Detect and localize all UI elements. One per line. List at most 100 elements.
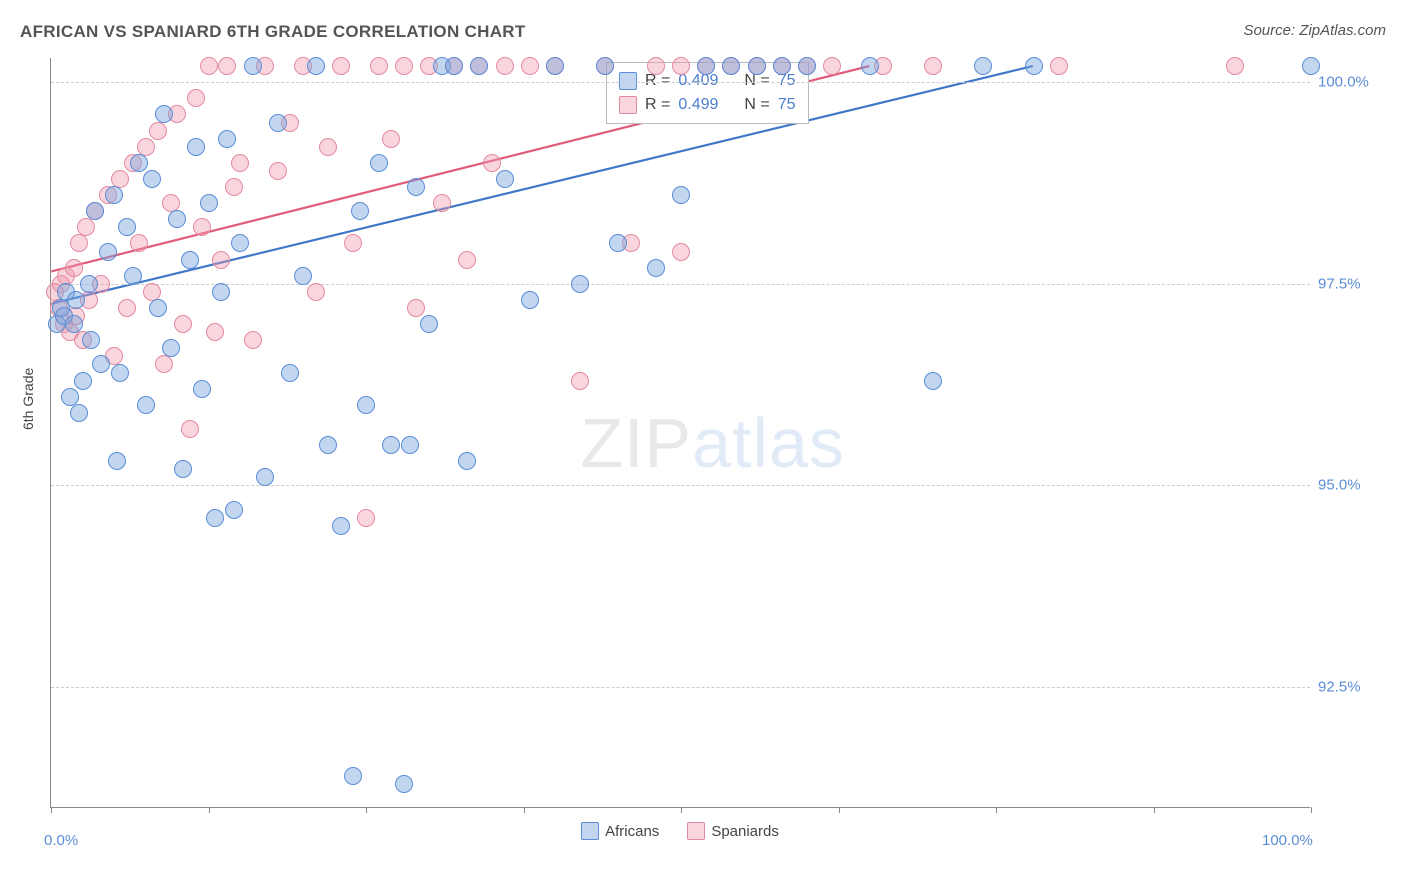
data-point-pink xyxy=(65,259,83,277)
data-point-blue xyxy=(722,57,740,75)
x-tick xyxy=(366,807,367,813)
data-point-blue xyxy=(206,509,224,527)
data-point-pink xyxy=(70,234,88,252)
x-tick-label: 100.0% xyxy=(1262,832,1313,849)
legend-swatch-blue xyxy=(581,822,599,840)
series-legend-label: Africans xyxy=(605,823,659,840)
data-point-blue xyxy=(407,178,425,196)
series-legend-item-pink: Spaniards xyxy=(687,822,779,840)
data-point-blue xyxy=(269,114,287,132)
data-point-pink xyxy=(181,420,199,438)
data-point-pink xyxy=(483,154,501,172)
data-point-blue xyxy=(571,275,589,293)
data-point-pink xyxy=(433,194,451,212)
data-point-blue xyxy=(143,170,161,188)
data-point-pink xyxy=(496,57,514,75)
data-point-blue xyxy=(256,468,274,486)
data-point-blue xyxy=(861,57,879,75)
data-point-blue xyxy=(1025,57,1043,75)
chart-container: ZIPatlas R =0.409N =75R =0.499N =75 Afri… xyxy=(50,58,1376,808)
plot-area: ZIPatlas R =0.409N =75R =0.499N =75 xyxy=(50,58,1310,808)
data-point-pink xyxy=(924,57,942,75)
data-point-pink xyxy=(672,243,690,261)
data-point-blue xyxy=(370,154,388,172)
legend-row-pink: R =0.499N =75 xyxy=(619,93,796,117)
y-tick-label: 97.5% xyxy=(1318,275,1361,292)
data-point-blue xyxy=(193,380,211,398)
data-point-pink xyxy=(231,154,249,172)
data-point-pink xyxy=(149,122,167,140)
data-point-pink xyxy=(458,251,476,269)
data-point-blue xyxy=(70,404,88,422)
data-point-blue xyxy=(319,436,337,454)
series-legend-label: Spaniards xyxy=(711,823,779,840)
y-tick-label: 92.5% xyxy=(1318,679,1361,696)
gridline xyxy=(51,485,1310,486)
data-point-blue xyxy=(546,57,564,75)
gridline xyxy=(51,687,1310,688)
data-point-blue xyxy=(82,331,100,349)
data-point-blue xyxy=(294,267,312,285)
data-point-pink xyxy=(1050,57,1068,75)
x-tick xyxy=(1311,807,1312,813)
legend-swatch-pink xyxy=(687,822,705,840)
data-point-blue xyxy=(111,364,129,382)
data-point-pink xyxy=(407,299,425,317)
x-tick xyxy=(51,807,52,813)
data-point-blue xyxy=(65,315,83,333)
data-point-blue xyxy=(187,138,205,156)
y-tick-label: 95.0% xyxy=(1318,477,1361,494)
data-point-blue xyxy=(281,364,299,382)
gridline xyxy=(51,284,1310,285)
data-point-blue xyxy=(218,130,236,148)
data-point-blue xyxy=(149,299,167,317)
legend-n-label: N = xyxy=(744,93,769,117)
data-point-blue xyxy=(470,57,488,75)
data-point-blue xyxy=(344,767,362,785)
data-point-blue xyxy=(130,154,148,172)
data-point-blue xyxy=(332,517,350,535)
data-point-blue xyxy=(80,275,98,293)
data-point-blue xyxy=(697,57,715,75)
legend-r-value: 0.499 xyxy=(678,93,718,117)
data-point-pink xyxy=(212,251,230,269)
series-legend-item-blue: Africans xyxy=(581,822,659,840)
x-tick xyxy=(524,807,525,813)
data-point-blue xyxy=(99,243,117,261)
watermark: ZIPatlas xyxy=(580,403,845,483)
data-point-blue xyxy=(458,452,476,470)
gridline xyxy=(51,82,1310,83)
data-point-blue xyxy=(108,452,126,470)
data-point-pink xyxy=(187,89,205,107)
data-point-pink xyxy=(155,355,173,373)
series-legend: Africans Spaniards xyxy=(50,822,1310,844)
x-tick-label: 0.0% xyxy=(44,832,78,849)
data-point-blue xyxy=(924,372,942,390)
data-point-pink xyxy=(200,57,218,75)
data-point-pink xyxy=(244,331,262,349)
data-point-blue xyxy=(137,396,155,414)
data-point-pink xyxy=(130,234,148,252)
data-point-pink xyxy=(206,323,224,341)
data-point-blue xyxy=(174,460,192,478)
data-point-blue xyxy=(798,57,816,75)
data-point-pink xyxy=(382,130,400,148)
data-point-blue xyxy=(357,396,375,414)
data-point-pink xyxy=(218,57,236,75)
data-point-blue xyxy=(773,57,791,75)
data-point-blue xyxy=(67,291,85,309)
data-point-blue xyxy=(974,57,992,75)
legend-r-label: R = xyxy=(645,93,670,117)
data-point-blue xyxy=(212,283,230,301)
data-point-blue xyxy=(401,436,419,454)
data-point-blue xyxy=(225,501,243,519)
source-label: Source: ZipAtlas.com xyxy=(1243,22,1386,39)
data-point-pink xyxy=(118,299,136,317)
x-tick xyxy=(996,807,997,813)
data-point-pink xyxy=(319,138,337,156)
data-point-pink xyxy=(571,372,589,390)
x-tick xyxy=(209,807,210,813)
y-tick-label: 100.0% xyxy=(1318,74,1369,91)
data-point-pink xyxy=(77,218,95,236)
data-point-blue xyxy=(200,194,218,212)
